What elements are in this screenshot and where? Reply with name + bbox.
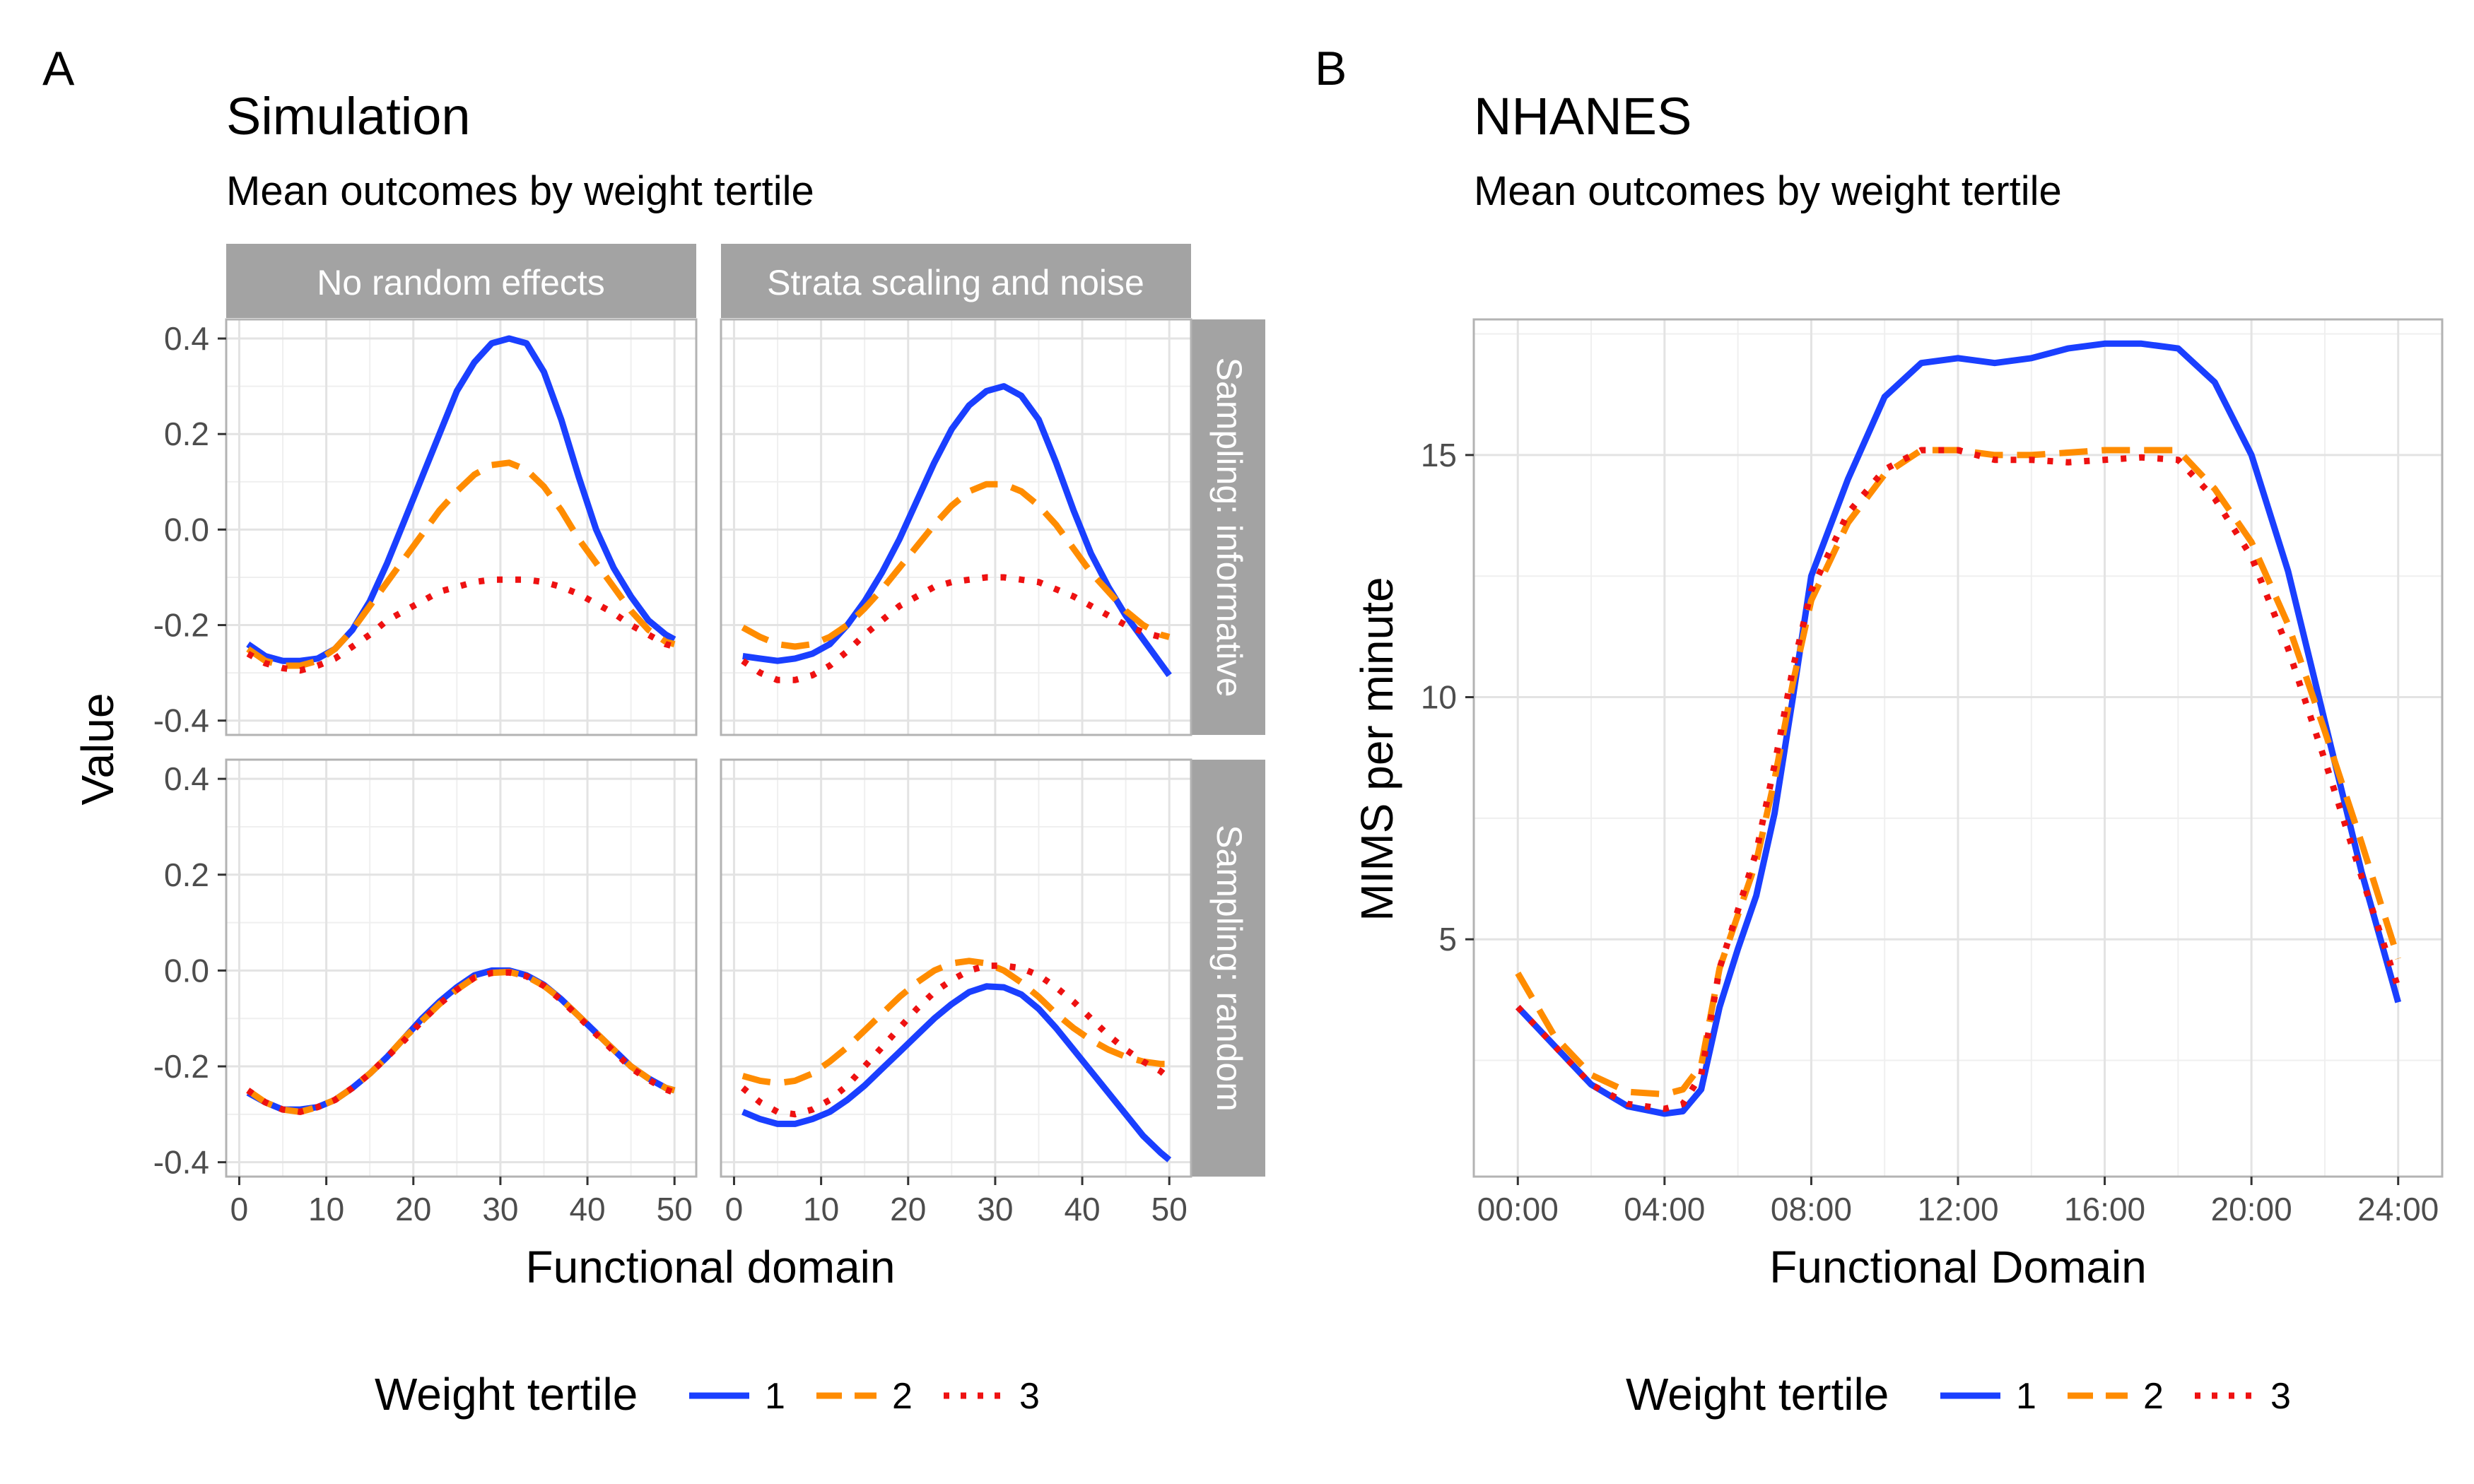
- x-tick-label: 0: [230, 1191, 249, 1227]
- chart-panel-4: 0 10 20 30 40 50: [720, 758, 1192, 1227]
- x-tick-label: 30: [977, 1191, 1013, 1227]
- x-tick-label: 0: [725, 1191, 744, 1227]
- legend-b-label-3: 3: [2270, 1376, 2291, 1417]
- legend-b-title: Weight tertile: [1626, 1369, 1889, 1420]
- y-tick-label: -0.2: [153, 607, 209, 644]
- x-tick-label: 00:00: [1477, 1191, 1559, 1227]
- series-line-tertile-2: [246, 459, 676, 669]
- x-tick-label: 24:00: [2357, 1191, 2439, 1227]
- strip-col-2-label: Strata scaling and noise: [767, 263, 1144, 302]
- y-tick-label: 0.4: [164, 760, 209, 797]
- legend-a-label-3: 3: [1019, 1376, 1040, 1417]
- plot-border: [720, 318, 1192, 736]
- strip-row-1-label: Sampling: informative: [1209, 358, 1249, 697]
- x-tick-label: 20: [890, 1191, 926, 1227]
- y-tick-label: 15: [1421, 437, 1457, 473]
- strip-col-1-bg: [226, 244, 696, 318]
- x-tick-label: 50: [1151, 1191, 1188, 1227]
- panel-a-ylabel: Value: [72, 693, 123, 806]
- plot-border: [720, 758, 1192, 1178]
- plot-border: [225, 318, 698, 736]
- plot-background: [721, 319, 1191, 735]
- chart-panel-3: -0.4 -0.2 0.0 0.2 0.4 0 10 20 30 40 50: [153, 758, 698, 1227]
- series-line-tertile-3: [1516, 447, 2401, 1112]
- x-tick-label: 50: [657, 1191, 693, 1227]
- legend-a-label-2: 2: [892, 1376, 913, 1417]
- series-line-tertile-3: [740, 962, 1172, 1118]
- x-tick-label: 20: [395, 1191, 431, 1227]
- series-line-tertile-3: [246, 576, 676, 674]
- chart-panel-1: -0.4 -0.2 0.0 0.2 0.4: [153, 318, 698, 739]
- y-tick-label: -0.4: [153, 1144, 209, 1181]
- panel-a-title: Simulation: [226, 87, 471, 146]
- x-tick-label: 40: [1064, 1191, 1100, 1227]
- series-line-tertile-3: [246, 969, 676, 1115]
- y-tick-label: 10: [1421, 679, 1457, 716]
- chart-panel-5: 5 10 15 00:00 04:00 08:00 12:00 16:00 20:00 24:00: [1421, 318, 2444, 1227]
- panel-b-title: NHANES: [1474, 87, 1692, 146]
- legend-b-label-2: 2: [2143, 1376, 2164, 1417]
- plot-background: [721, 760, 1191, 1177]
- legend-a-title: Weight tertile: [375, 1369, 638, 1420]
- strip-row-2-label: Sampling: random: [1209, 825, 1249, 1112]
- y-tick-label: 5: [1438, 921, 1457, 958]
- plot-border: [225, 758, 698, 1178]
- x-tick-label: 10: [308, 1191, 344, 1227]
- strip-col-1-label: No random effects: [317, 263, 605, 302]
- x-tick-label: 12:00: [1917, 1191, 1998, 1227]
- panel-a-xlabel: Functional domain: [526, 1242, 896, 1292]
- x-tick-label: 16:00: [2064, 1191, 2145, 1227]
- panel-a-letter: A: [42, 42, 75, 95]
- panel-b-subtitle: Mean outcomes by weight tertile: [1474, 168, 2062, 214]
- strip-col-2-bg: [721, 244, 1191, 318]
- x-tick-label: 04:00: [1624, 1191, 1705, 1227]
- y-tick-label: -0.2: [153, 1048, 209, 1085]
- y-tick-label: 0.4: [164, 320, 209, 357]
- series-line-tertile-1: [246, 335, 676, 664]
- x-tick-label: 30: [482, 1191, 518, 1227]
- plot-panels: -0.4 -0.2 0.0 0.2 0.4 -0.4 -0.2 0.0 0.2 0.4 0 10 20 3…: [153, 318, 2444, 1227]
- panel-b-ylabel: MIMS per minute: [1352, 577, 1402, 921]
- series-line-tertile-3: [741, 574, 1171, 683]
- series-line-tertile-1: [1516, 340, 2402, 1117]
- series-line-tertile-2: [741, 958, 1170, 1087]
- legend-b-label-1: 1: [2016, 1376, 2036, 1417]
- y-tick-label: 0.0: [164, 511, 209, 548]
- y-tick-label: 0.2: [164, 416, 209, 452]
- y-tick-label: 0.0: [164, 952, 209, 989]
- series-line-tertile-1: [741, 983, 1172, 1162]
- x-tick-label: 20:00: [2211, 1191, 2292, 1227]
- panel-a-subtitle: Mean outcomes by weight tertile: [226, 168, 814, 214]
- x-tick-label: 10: [803, 1191, 839, 1227]
- strip-row-1-bg: [1191, 319, 1265, 735]
- x-tick-label: 40: [569, 1191, 605, 1227]
- y-tick-label: -0.4: [153, 702, 209, 739]
- chart-panel-2: [720, 318, 1192, 736]
- strip-row-2-bg: [1191, 760, 1265, 1177]
- panel-b-letter: B: [1315, 42, 1347, 95]
- legend-a-label-1: 1: [765, 1376, 785, 1417]
- series-line-tertile-2: [741, 481, 1171, 650]
- panel-b-xlabel: Functional Domain: [1769, 1242, 2147, 1292]
- y-tick-label: 0.2: [164, 856, 209, 893]
- series-line-tertile-2: [1515, 447, 2401, 1097]
- panel-b-legend: Weight tertile 1 2 3: [1626, 1369, 2291, 1420]
- series-line-tertile-1: [742, 383, 1172, 678]
- panel-a-legend: Weight tertile 1 2 3: [375, 1369, 1040, 1420]
- x-tick-label: 08:00: [1771, 1191, 1852, 1227]
